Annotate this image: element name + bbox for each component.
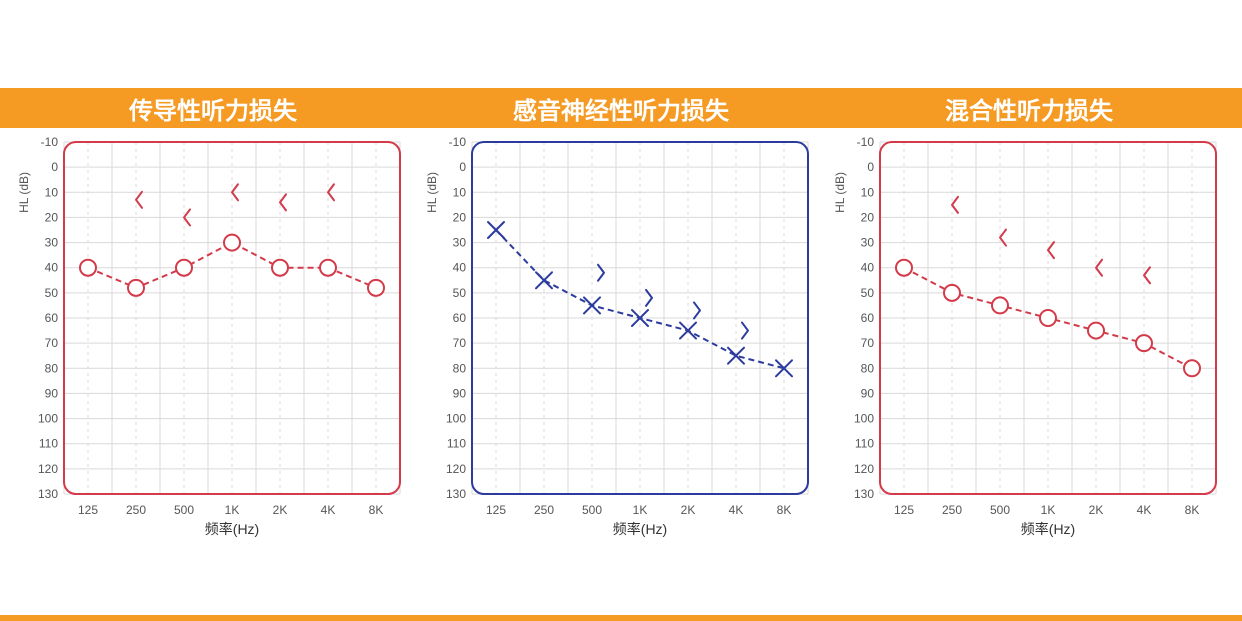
svg-text:80: 80 <box>453 361 467 375</box>
chart-panel-1: -10 0 10 20 30 40 50 60 70 80 90 100 110 120 130 HL (dB… <box>424 134 818 544</box>
svg-text:30: 30 <box>45 236 59 250</box>
svg-text:0: 0 <box>459 160 466 174</box>
svg-text:70: 70 <box>45 336 59 350</box>
svg-text:60: 60 <box>45 311 59 325</box>
svg-text:-10: -10 <box>449 135 467 149</box>
svg-text:125: 125 <box>486 503 506 517</box>
svg-text:100: 100 <box>446 412 466 426</box>
svg-text:110: 110 <box>39 437 58 451</box>
svg-text:10: 10 <box>45 185 59 199</box>
svg-text:30: 30 <box>453 236 467 250</box>
svg-text:50: 50 <box>453 286 467 300</box>
svg-text:80: 80 <box>861 361 875 375</box>
svg-text:130: 130 <box>38 487 58 501</box>
svg-text:125: 125 <box>894 503 914 517</box>
chart-title-1: 感音神经性听力损失 <box>424 88 818 128</box>
svg-text:250: 250 <box>942 503 962 517</box>
svg-text:120: 120 <box>38 462 58 476</box>
chart-title-0: 传导性听力损失 <box>16 88 410 128</box>
svg-text:90: 90 <box>45 386 59 400</box>
svg-text:2K: 2K <box>1089 503 1104 517</box>
svg-text:100: 100 <box>38 412 58 426</box>
svg-text:-10: -10 <box>857 135 875 149</box>
svg-text:-10: -10 <box>41 135 59 149</box>
svg-text:50: 50 <box>45 286 59 300</box>
svg-text:1K: 1K <box>1041 503 1056 517</box>
svg-text:20: 20 <box>861 210 875 224</box>
chart-panel-2: -10 0 10 20 30 40 50 60 70 80 90 100 110 120 130 HL (dB… <box>832 134 1226 544</box>
svg-text:HL (dB): HL (dB) <box>425 172 439 213</box>
figure-root: 传导性听力损失感音神经性听力损失混合性听力损失 -10 0 10 20 30 40 50 60… <box>0 0 1242 621</box>
svg-text:频率(Hz): 频率(Hz) <box>613 521 667 537</box>
svg-text:40: 40 <box>861 261 875 275</box>
svg-text:1K: 1K <box>633 503 648 517</box>
svg-text:20: 20 <box>45 210 59 224</box>
svg-text:40: 40 <box>45 261 59 275</box>
svg-text:60: 60 <box>861 311 875 325</box>
svg-text:0: 0 <box>51 160 58 174</box>
svg-text:90: 90 <box>861 386 875 400</box>
svg-text:60: 60 <box>453 311 467 325</box>
chart-title-2: 混合性听力损失 <box>832 88 1226 128</box>
svg-text:120: 120 <box>446 462 466 476</box>
svg-text:70: 70 <box>861 336 875 350</box>
chart-panel-0: -10 0 10 20 30 40 50 60 70 80 90 100 110 120 130 HL (dB… <box>16 134 410 544</box>
svg-text:4K: 4K <box>729 503 744 517</box>
svg-text:120: 120 <box>854 462 874 476</box>
svg-text:500: 500 <box>174 503 194 517</box>
svg-text:40: 40 <box>453 261 467 275</box>
svg-text:8K: 8K <box>1185 503 1200 517</box>
svg-text:125: 125 <box>78 503 98 517</box>
svg-text:20: 20 <box>453 210 467 224</box>
svg-text:10: 10 <box>453 185 467 199</box>
svg-text:500: 500 <box>582 503 602 517</box>
svg-text:2K: 2K <box>273 503 288 517</box>
svg-text:8K: 8K <box>369 503 384 517</box>
svg-text:50: 50 <box>861 286 875 300</box>
svg-text:2K: 2K <box>681 503 696 517</box>
svg-text:90: 90 <box>453 386 467 400</box>
svg-text:250: 250 <box>126 503 146 517</box>
svg-text:500: 500 <box>990 503 1010 517</box>
svg-text:HL (dB): HL (dB) <box>17 172 31 213</box>
svg-text:70: 70 <box>453 336 467 350</box>
svg-text:110: 110 <box>855 437 874 451</box>
svg-text:130: 130 <box>446 487 466 501</box>
svg-text:30: 30 <box>861 236 875 250</box>
svg-text:10: 10 <box>861 185 875 199</box>
svg-text:80: 80 <box>45 361 59 375</box>
panels-row: -100102030405060708090100110120130HL (dB… <box>0 134 1242 544</box>
svg-text:250: 250 <box>534 503 554 517</box>
svg-text:100: 100 <box>854 412 874 426</box>
bottom-border <box>0 615 1242 621</box>
svg-text:1K: 1K <box>225 503 240 517</box>
svg-text:130: 130 <box>854 487 874 501</box>
svg-text:0: 0 <box>867 160 874 174</box>
svg-text:频率(Hz): 频率(Hz) <box>205 521 259 537</box>
title-stripe: 传导性听力损失感音神经性听力损失混合性听力损失 <box>0 88 1242 128</box>
svg-text:8K: 8K <box>777 503 792 517</box>
svg-text:4K: 4K <box>321 503 336 517</box>
svg-text:4K: 4K <box>1137 503 1152 517</box>
svg-text:110: 110 <box>447 437 466 451</box>
svg-text:HL (dB): HL (dB) <box>833 172 847 213</box>
svg-text:频率(Hz): 频率(Hz) <box>1021 521 1075 537</box>
